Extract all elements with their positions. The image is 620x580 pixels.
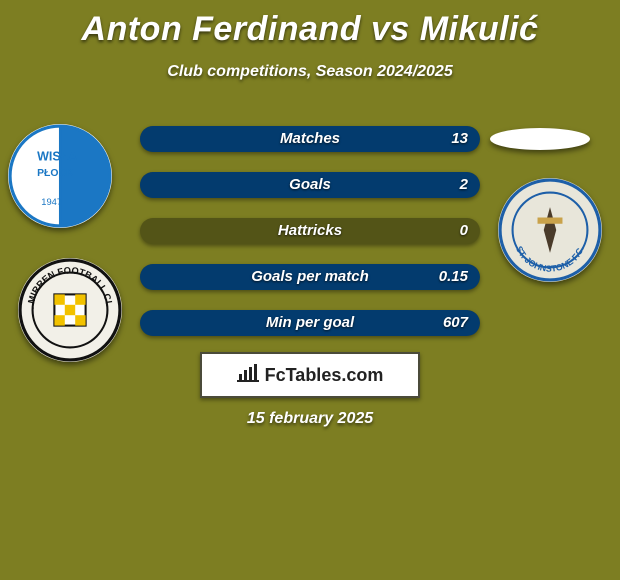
- page-title: Anton Ferdinand vs Mikulić: [0, 0, 620, 49]
- brand-text: FcTables.com: [265, 365, 384, 386]
- stat-label: Hattricks: [140, 218, 480, 244]
- content-root: Anton Ferdinand vs Mikulić Club competit…: [0, 0, 620, 580]
- stat-label: Goals per match: [140, 264, 480, 290]
- svg-text:1947: 1947: [41, 197, 62, 207]
- stat-row: Matches13: [140, 126, 480, 152]
- date-text: 15 february 2025: [0, 410, 620, 428]
- stat-label: Matches: [140, 126, 480, 152]
- stat-row: Goals per match0.15: [140, 264, 480, 290]
- brand-chart-icon: [237, 364, 259, 387]
- brand-box[interactable]: FcTables.com: [200, 352, 420, 398]
- stat-label: Goals: [140, 172, 480, 198]
- stat-value-right: 0: [460, 218, 468, 244]
- stats-panel: Matches13 Goals2 Hattricks0 Goals per match…: [140, 126, 480, 356]
- club-badge-mid-right: ST. JOHNSTONE F.C.: [498, 178, 602, 282]
- stat-value-right: 0.15: [439, 264, 468, 290]
- stat-value-right: 607: [443, 310, 468, 336]
- club-badge-top-right-ellipse: [490, 128, 590, 150]
- stat-row: Hattricks0: [140, 218, 480, 244]
- club-badge-bottom-left: ST. MIRREN FOOTBALL CLUB: [18, 258, 122, 362]
- stat-value-right: 2: [460, 172, 468, 198]
- svg-text:WISŁA: WISŁA: [37, 149, 77, 163]
- stat-label: Min per goal: [140, 310, 480, 336]
- stat-value-right: 13: [451, 126, 468, 152]
- stat-row: Min per goal607: [140, 310, 480, 336]
- club-badge-top-left: WISŁA PŁOCK 1947: [8, 124, 112, 228]
- page-subtitle: Club competitions, Season 2024/2025: [0, 63, 620, 81]
- stat-row: Goals2: [140, 172, 480, 198]
- svg-text:PŁOCK: PŁOCK: [37, 168, 74, 179]
